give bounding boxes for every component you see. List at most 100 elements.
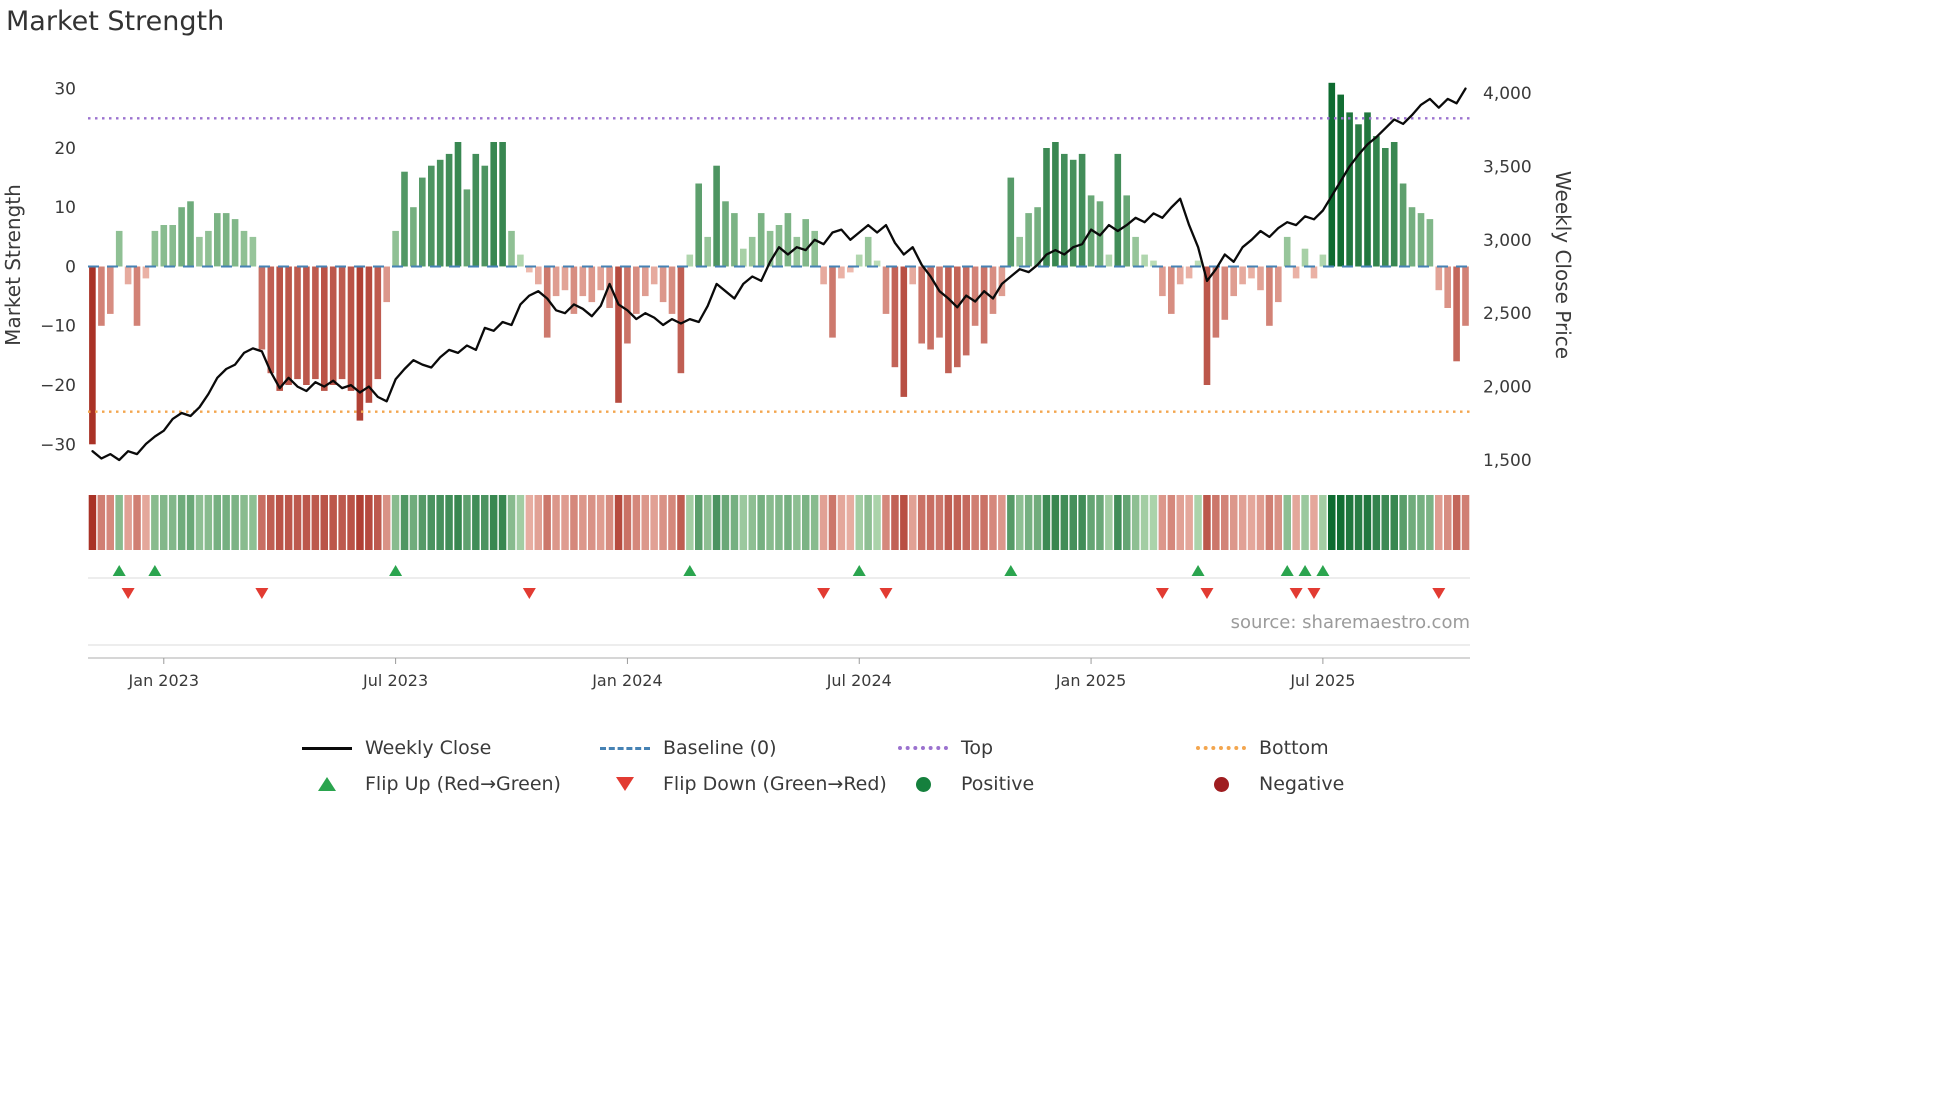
strength-bar-negative	[365, 266, 373, 403]
heatmap-cell	[677, 495, 685, 550]
heatmap-cell	[1238, 495, 1247, 550]
heatmap-cell	[579, 495, 587, 550]
strength-bar-negative	[900, 266, 908, 397]
strength-bar-negative	[133, 266, 141, 326]
heatmap-cell	[374, 495, 382, 550]
heatmap-cell	[650, 495, 658, 550]
strength-bar-negative	[1176, 266, 1184, 285]
heatmap-cell	[160, 495, 168, 550]
strength-bar-positive	[1328, 82, 1336, 267]
right-tick-label: 1,500	[1483, 451, 1532, 471]
flip-down-marker	[1289, 588, 1303, 599]
heatmap-cell	[1131, 495, 1140, 550]
baseline-swatch	[600, 746, 650, 750]
strength-bar-negative	[329, 266, 337, 385]
strength-bar-negative	[606, 266, 613, 308]
top-swatch	[898, 746, 948, 750]
strength-bar-positive	[1007, 177, 1015, 267]
strength-bar-negative	[971, 266, 979, 326]
heatmap-cell	[1230, 495, 1238, 550]
chart-legend: Weekly Close Baseline (0) Top Bottom Flip Up…	[302, 737, 1494, 795]
strength-bar-positive	[775, 225, 783, 267]
strength-bar-positive	[1390, 142, 1398, 267]
positive-label: Positive	[961, 773, 1035, 795]
strength-bar-negative	[285, 266, 292, 385]
heatmap-cell	[534, 495, 542, 550]
heatmap-cell	[106, 495, 114, 550]
strength-bar-negative	[543, 266, 551, 338]
strength-bar-positive	[1114, 153, 1122, 267]
strength-bar-positive	[1025, 213, 1032, 267]
heatmap-cell	[489, 495, 498, 550]
strength-bar-positive	[1417, 213, 1425, 267]
heatmap-cell	[436, 495, 444, 550]
right-axis-label: Weekly Close Price	[1551, 171, 1575, 359]
strength-bar-positive	[1078, 153, 1086, 267]
heatmap-cell	[204, 495, 213, 550]
weekly-close-label: Weekly Close	[365, 737, 492, 759]
top-label: Top	[961, 737, 994, 759]
heatmap-cell	[935, 495, 944, 550]
market-strength-chart: 30 20 10 0 −10 −20 −30 4,000 3,500 3,000 2,500 2,00…	[1, 80, 1575, 690]
flip-up-marker	[683, 565, 697, 576]
flip-down-marker	[1155, 588, 1169, 599]
heatmap-cell	[213, 495, 221, 550]
strength-bar-negative	[927, 266, 934, 350]
heatmap-cell	[1372, 495, 1381, 550]
heatmap-cell	[748, 495, 756, 550]
strength-bar-negative	[294, 266, 301, 380]
strength-bar-negative	[847, 266, 854, 273]
heatmap-cell	[1452, 495, 1461, 550]
flip-down-marker	[1307, 588, 1321, 599]
strength-bar-negative	[597, 266, 604, 291]
heatmap-cell	[882, 495, 890, 550]
strength-bar-positive	[214, 213, 221, 267]
strength-bar-negative	[820, 266, 827, 285]
strength-bar-positive	[454, 142, 462, 267]
flip-up-marker	[389, 565, 403, 576]
strength-bar-positive	[481, 165, 489, 267]
legend-item-flip-down: Flip Down (Green→Red)	[600, 773, 898, 795]
heatmap-cell	[1310, 495, 1318, 550]
heatmap-cell	[623, 495, 632, 550]
strength-bar-positive	[222, 213, 230, 267]
heatmap-cell	[329, 495, 337, 550]
strength-bar-negative	[1168, 266, 1175, 314]
heatmap-cell	[142, 495, 150, 550]
strength-bar-negative	[321, 266, 328, 391]
strength-bar-positive	[231, 219, 239, 267]
flip-down-markers	[121, 588, 1446, 599]
strength-bar-negative	[998, 266, 1006, 297]
heatmap-cell	[668, 495, 676, 550]
flip-down-marker	[121, 588, 135, 599]
x-tick-label: Jan 2023	[128, 671, 199, 690]
legend-item-negative: Negative	[1196, 773, 1494, 795]
heatmap-cell	[320, 495, 328, 550]
strength-bar-positive	[1016, 236, 1023, 267]
strength-bar-negative	[659, 266, 667, 303]
flip-up-swatch	[302, 777, 352, 791]
left-tick-label: 30	[54, 80, 76, 100]
heatmap-cell	[275, 495, 284, 550]
heatmap-cell	[1176, 495, 1184, 550]
strength-bar-positive	[428, 165, 435, 267]
heatmap-cell	[793, 495, 801, 550]
strength-bar-negative	[1275, 266, 1282, 303]
strength-bar-positive	[1319, 254, 1327, 267]
heatmap-cell	[1203, 495, 1211, 550]
strength-bar-positive	[1141, 254, 1148, 267]
heatmap-cell	[311, 495, 320, 550]
heatmap-cell	[1194, 495, 1202, 550]
strength-bar-positive	[1194, 260, 1202, 267]
heatmap-cell	[998, 495, 1006, 550]
strength-bar-negative	[954, 266, 961, 368]
page-title: Market Strength	[6, 6, 225, 37]
heatmap-cell	[891, 495, 899, 550]
strength-bars	[89, 82, 1469, 445]
heatmap-cell	[802, 495, 810, 550]
legend-item-bottom: Bottom	[1196, 737, 1494, 759]
strength-bar-positive	[499, 142, 506, 267]
heatmap-cell	[1256, 495, 1265, 550]
strength-bar-positive	[205, 230, 212, 267]
heatmap-cell	[1435, 495, 1443, 550]
